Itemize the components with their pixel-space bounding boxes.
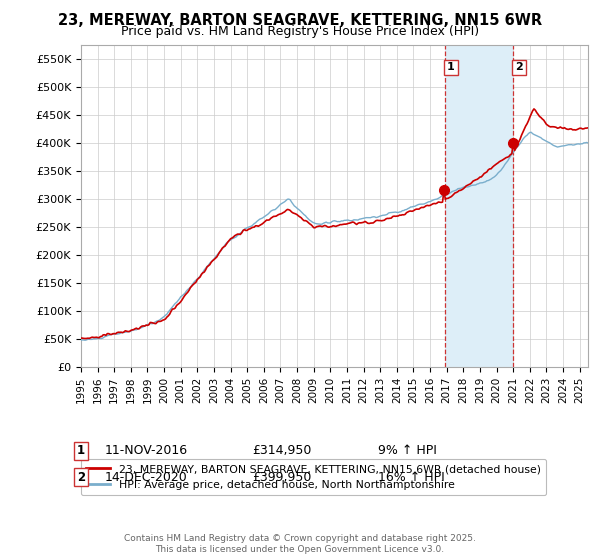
Text: 2: 2 [77, 470, 85, 484]
Text: 14-DEC-2020: 14-DEC-2020 [105, 470, 188, 484]
Text: 23, MEREWAY, BARTON SEAGRAVE, KETTERING, NN15 6WR: 23, MEREWAY, BARTON SEAGRAVE, KETTERING,… [58, 13, 542, 29]
Text: 1: 1 [447, 62, 455, 72]
Text: 11-NOV-2016: 11-NOV-2016 [105, 444, 188, 458]
Text: Price paid vs. HM Land Registry's House Price Index (HPI): Price paid vs. HM Land Registry's House … [121, 25, 479, 38]
Bar [445, 45, 512, 367]
Text: 1: 1 [77, 444, 85, 458]
Text: 9% ↑ HPI: 9% ↑ HPI [378, 444, 437, 458]
Text: £399,950: £399,950 [252, 470, 311, 484]
Text: 16% ↑ HPI: 16% ↑ HPI [378, 470, 445, 484]
Text: Contains HM Land Registry data © Crown copyright and database right 2025.
This d: Contains HM Land Registry data © Crown c… [124, 534, 476, 554]
Text: 2: 2 [515, 62, 523, 72]
Text: £314,950: £314,950 [252, 444, 311, 458]
Legend: 23, MEREWAY, BARTON SEAGRAVE, KETTERING, NN15 6WR (detached house), HPI: Average: 23, MEREWAY, BARTON SEAGRAVE, KETTERING,… [81, 459, 547, 495]
